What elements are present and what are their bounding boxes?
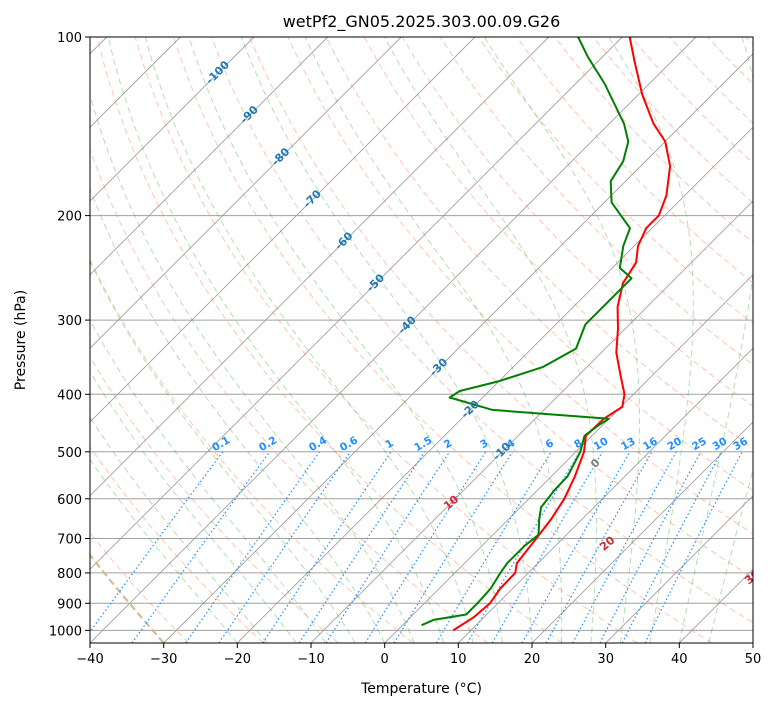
x-axis-label: Temperature (°C) — [360, 681, 482, 697]
moist-adiabat-line — [90, 370, 297, 643]
mixing-ratio-line — [572, 451, 677, 643]
moist-adiabat-line — [90, 188, 386, 643]
mixing-ratio-line — [185, 451, 321, 643]
moist-adiabat-line — [240, 37, 533, 643]
moist-adiabat-line — [384, 37, 597, 643]
dewpoint-profile — [421, 37, 633, 627]
dry-adiabat-line — [516, 37, 753, 284]
y-tick-label: 400 — [57, 388, 82, 403]
dry-adiabat-line — [287, 37, 753, 535]
axes-ticks: −40 −30 −20 −10 0 10 20 30 40 50 100 200 300 400 500 60… — [49, 31, 761, 667]
dry-adiabat-line — [96, 37, 563, 643]
y-tick-label: 100 — [57, 31, 82, 46]
mixing-ratio-line — [545, 451, 653, 643]
chart-title: wetPf2_GN05.2025.303.00.09.G26 — [283, 12, 561, 32]
y-tick-label: 200 — [57, 210, 82, 225]
background-lines — [90, 37, 753, 643]
mixing-ratio-line — [599, 451, 702, 643]
x-tick-label: −30 — [150, 652, 177, 667]
moist-adiabat-line — [304, 37, 563, 643]
x-tick-label: 10 — [450, 652, 467, 667]
mixing-ratio-line — [364, 451, 487, 643]
moist-adiabat-line — [188, 37, 503, 643]
y-tick-label: 300 — [57, 314, 82, 329]
isotherm-line — [90, 37, 329, 276]
mixing-ratio-line — [298, 451, 426, 643]
isotherm-line — [90, 37, 476, 423]
y-tick-label: 500 — [57, 446, 82, 461]
moist-adiabat-line — [107, 37, 445, 643]
dry-adiabat-line — [90, 258, 414, 643]
isotherm-line — [457, 347, 753, 643]
dry-adiabat-line — [90, 355, 339, 643]
mixing-ratio-line — [131, 451, 271, 643]
dry-adiabat-line — [134, 37, 638, 643]
dry-adiabat-line — [249, 37, 753, 579]
x-tick-label: 30 — [597, 652, 614, 667]
moist-adiabat-line — [90, 259, 356, 643]
wet-bulb-zero-line — [90, 553, 165, 643]
dry-adiabat-line — [172, 37, 712, 643]
moist-adiabat-line — [90, 416, 268, 643]
dry-adiabat-label: 30 — [742, 567, 762, 587]
plot-frame — [89, 36, 754, 644]
isotherm-line — [163, 53, 753, 643]
moist-adiabat-line — [708, 467, 753, 643]
dry-adiabat-line — [90, 445, 264, 643]
mixing-ratio-line — [644, 451, 743, 643]
mixing-ratio-line — [435, 451, 552, 643]
isotherm-line — [531, 421, 753, 643]
y-tick-label: 800 — [57, 567, 82, 582]
profiles — [421, 37, 672, 632]
x-tick-label: −10 — [297, 652, 324, 667]
moist-adiabat-line — [90, 92, 415, 643]
mixing-ratio-line — [325, 451, 451, 643]
x-tick-label: 20 — [524, 652, 541, 667]
moist-adiabat-line — [144, 37, 474, 643]
mixing-ratio-line — [262, 451, 392, 643]
isotherm-line — [90, 37, 402, 349]
mixing-ratio-line — [90, 451, 224, 633]
mixing-ratio-line — [521, 451, 631, 643]
mixing-ratio-line — [218, 451, 351, 643]
x-tick-label: 0 — [381, 652, 389, 667]
moist-adiabat-line — [608, 37, 694, 643]
isotherm-line — [236, 126, 753, 643]
moist-adiabat-line — [483, 37, 640, 643]
y-tick-label: 1000 — [49, 624, 82, 639]
isotherm-line — [384, 274, 753, 643]
dry-adiabat-line — [211, 37, 753, 624]
y-tick-label: 700 — [57, 533, 82, 548]
x-tick-label: −20 — [224, 652, 251, 667]
dry-adiabat-line — [325, 37, 753, 492]
isotherm-line — [605, 495, 753, 643]
y-tick-label: 600 — [57, 493, 82, 508]
y-tick-label: 900 — [57, 597, 82, 612]
moist-adiabat-line — [90, 458, 238, 643]
isotherm-line — [90, 37, 550, 497]
isotherm-line — [90, 37, 255, 202]
x-tick-label: 50 — [745, 652, 762, 667]
temperature-profile — [452, 37, 672, 632]
isotherm-line — [310, 200, 753, 643]
x-tick-label: 40 — [671, 652, 688, 667]
x-tick-label: −40 — [76, 652, 103, 667]
y-axis-label: Pressure (hPa) — [13, 290, 29, 390]
moist-adiabat-line — [678, 37, 753, 643]
isotherm-line — [90, 37, 623, 570]
isotherm-line — [90, 37, 697, 643]
